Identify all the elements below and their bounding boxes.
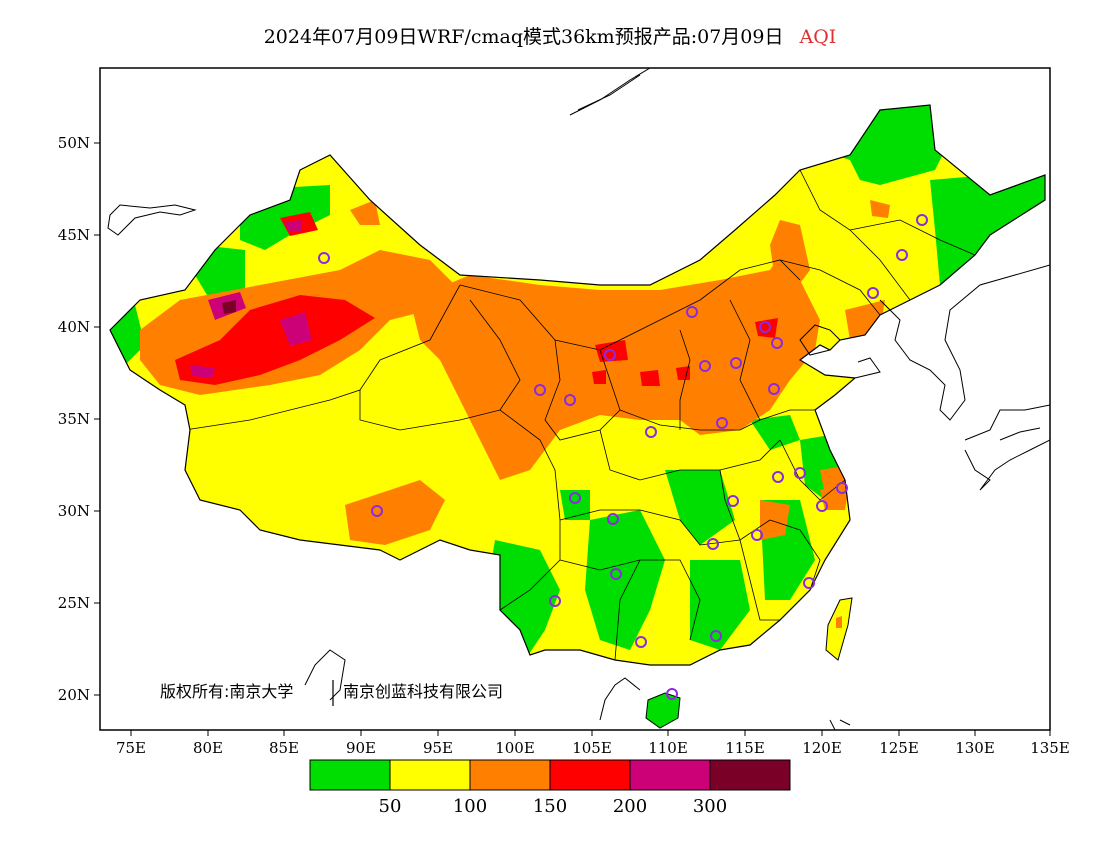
map-frame	[99, 67, 1051, 731]
city-marker	[727, 495, 739, 507]
city-marker	[896, 249, 908, 261]
lat-tick-label: 25N	[58, 594, 90, 612]
legend-label: 150	[533, 796, 567, 817]
city-marker	[772, 471, 784, 483]
lon-tick-label: 100E	[495, 739, 535, 757]
city-markers	[318, 214, 928, 700]
city-marker	[699, 360, 711, 372]
copyright-note: 版权所有:南京大学 南京创蓝科技有限公司	[160, 680, 503, 706]
legend-swatch-5	[709, 759, 791, 791]
aqi-legend: 50 100 150 200 300	[309, 759, 791, 817]
copyright-owner-a: 版权所有:南京大学	[160, 682, 293, 701]
city-marker	[686, 306, 698, 318]
longitude-axis: 75E 80E 85E 90E 95E 100E 105E 110E 115E …	[116, 730, 1070, 757]
city-marker	[666, 688, 678, 700]
city-marker	[564, 394, 576, 406]
lon-tick-label: 105E	[572, 739, 612, 757]
city-marker	[730, 357, 742, 369]
city-marker	[768, 383, 780, 395]
lat-tick-label: 30N	[58, 502, 90, 520]
legend-swatch-3	[549, 759, 631, 791]
pollutant-label: AQI	[799, 26, 837, 48]
lon-tick-label: 80E	[193, 739, 223, 757]
lon-tick-label: 90E	[346, 739, 376, 757]
city-marker	[771, 337, 783, 349]
lat-tick-label: 20N	[58, 686, 90, 704]
city-marker	[716, 417, 728, 429]
lat-tick-label: 50N	[58, 134, 90, 152]
map-title: 2024年07月09日WRF/cmaq模式36km预报产品:07月09日 AQI	[0, 22, 1100, 49]
lon-tick-label: 75E	[116, 739, 146, 757]
city-marker	[794, 467, 806, 479]
copyright-owner-b: 南京创蓝科技有限公司	[343, 682, 503, 701]
china-boundary	[109, 104, 1046, 666]
city-marker	[916, 214, 928, 226]
lon-tick-label: 125E	[879, 739, 919, 757]
city-marker	[759, 321, 771, 333]
city-marker	[751, 529, 763, 541]
lat-tick-label: 35N	[58, 410, 90, 428]
lat-tick-label: 40N	[58, 318, 90, 336]
legend-label: 300	[693, 796, 727, 817]
lon-tick-label: 120E	[802, 739, 842, 757]
legend-label: 50	[379, 796, 402, 817]
lon-tick-label: 130E	[955, 739, 995, 757]
city-marker	[607, 513, 619, 525]
city-marker	[816, 500, 828, 512]
hainan-island	[645, 692, 681, 729]
latitude-axis: 50N 45N 40N 35N 30N 25N 20N	[58, 134, 100, 704]
city-marker	[534, 384, 546, 396]
neighbor-coastlines	[107, 68, 1050, 730]
lat-tick-label: 45N	[58, 226, 90, 244]
lon-tick-label: 85E	[269, 739, 299, 757]
city-marker	[867, 287, 879, 299]
legend-swatch-2	[469, 759, 551, 791]
map-title-main: 2024年07月09日WRF/cmaq模式36km预报产品:07月09日	[263, 26, 784, 48]
city-marker	[836, 482, 848, 494]
city-marker	[645, 426, 657, 438]
city-marker	[710, 630, 722, 642]
city-marker	[635, 636, 647, 648]
lon-tick-label: 110E	[648, 739, 688, 757]
taiwan-orange-patch	[836, 616, 842, 628]
legend-label: 100	[453, 796, 487, 817]
taiwan-island	[825, 597, 853, 661]
city-marker	[610, 568, 622, 580]
province-boundaries	[184, 169, 976, 661]
city-marker	[549, 595, 561, 607]
city-marker	[604, 349, 616, 361]
city-marker	[707, 538, 719, 550]
lon-tick-label: 95E	[423, 739, 453, 757]
legend-swatch-4	[629, 759, 711, 791]
city-marker	[803, 577, 815, 589]
legend-swatch-0	[309, 759, 391, 791]
lon-tick-label: 135E	[1030, 739, 1070, 757]
legend-swatch-1	[389, 759, 471, 791]
legend-label: 200	[613, 796, 647, 817]
city-marker	[371, 505, 383, 517]
lon-tick-label: 115E	[725, 739, 765, 757]
city-marker	[569, 492, 581, 504]
city-marker	[318, 252, 330, 264]
